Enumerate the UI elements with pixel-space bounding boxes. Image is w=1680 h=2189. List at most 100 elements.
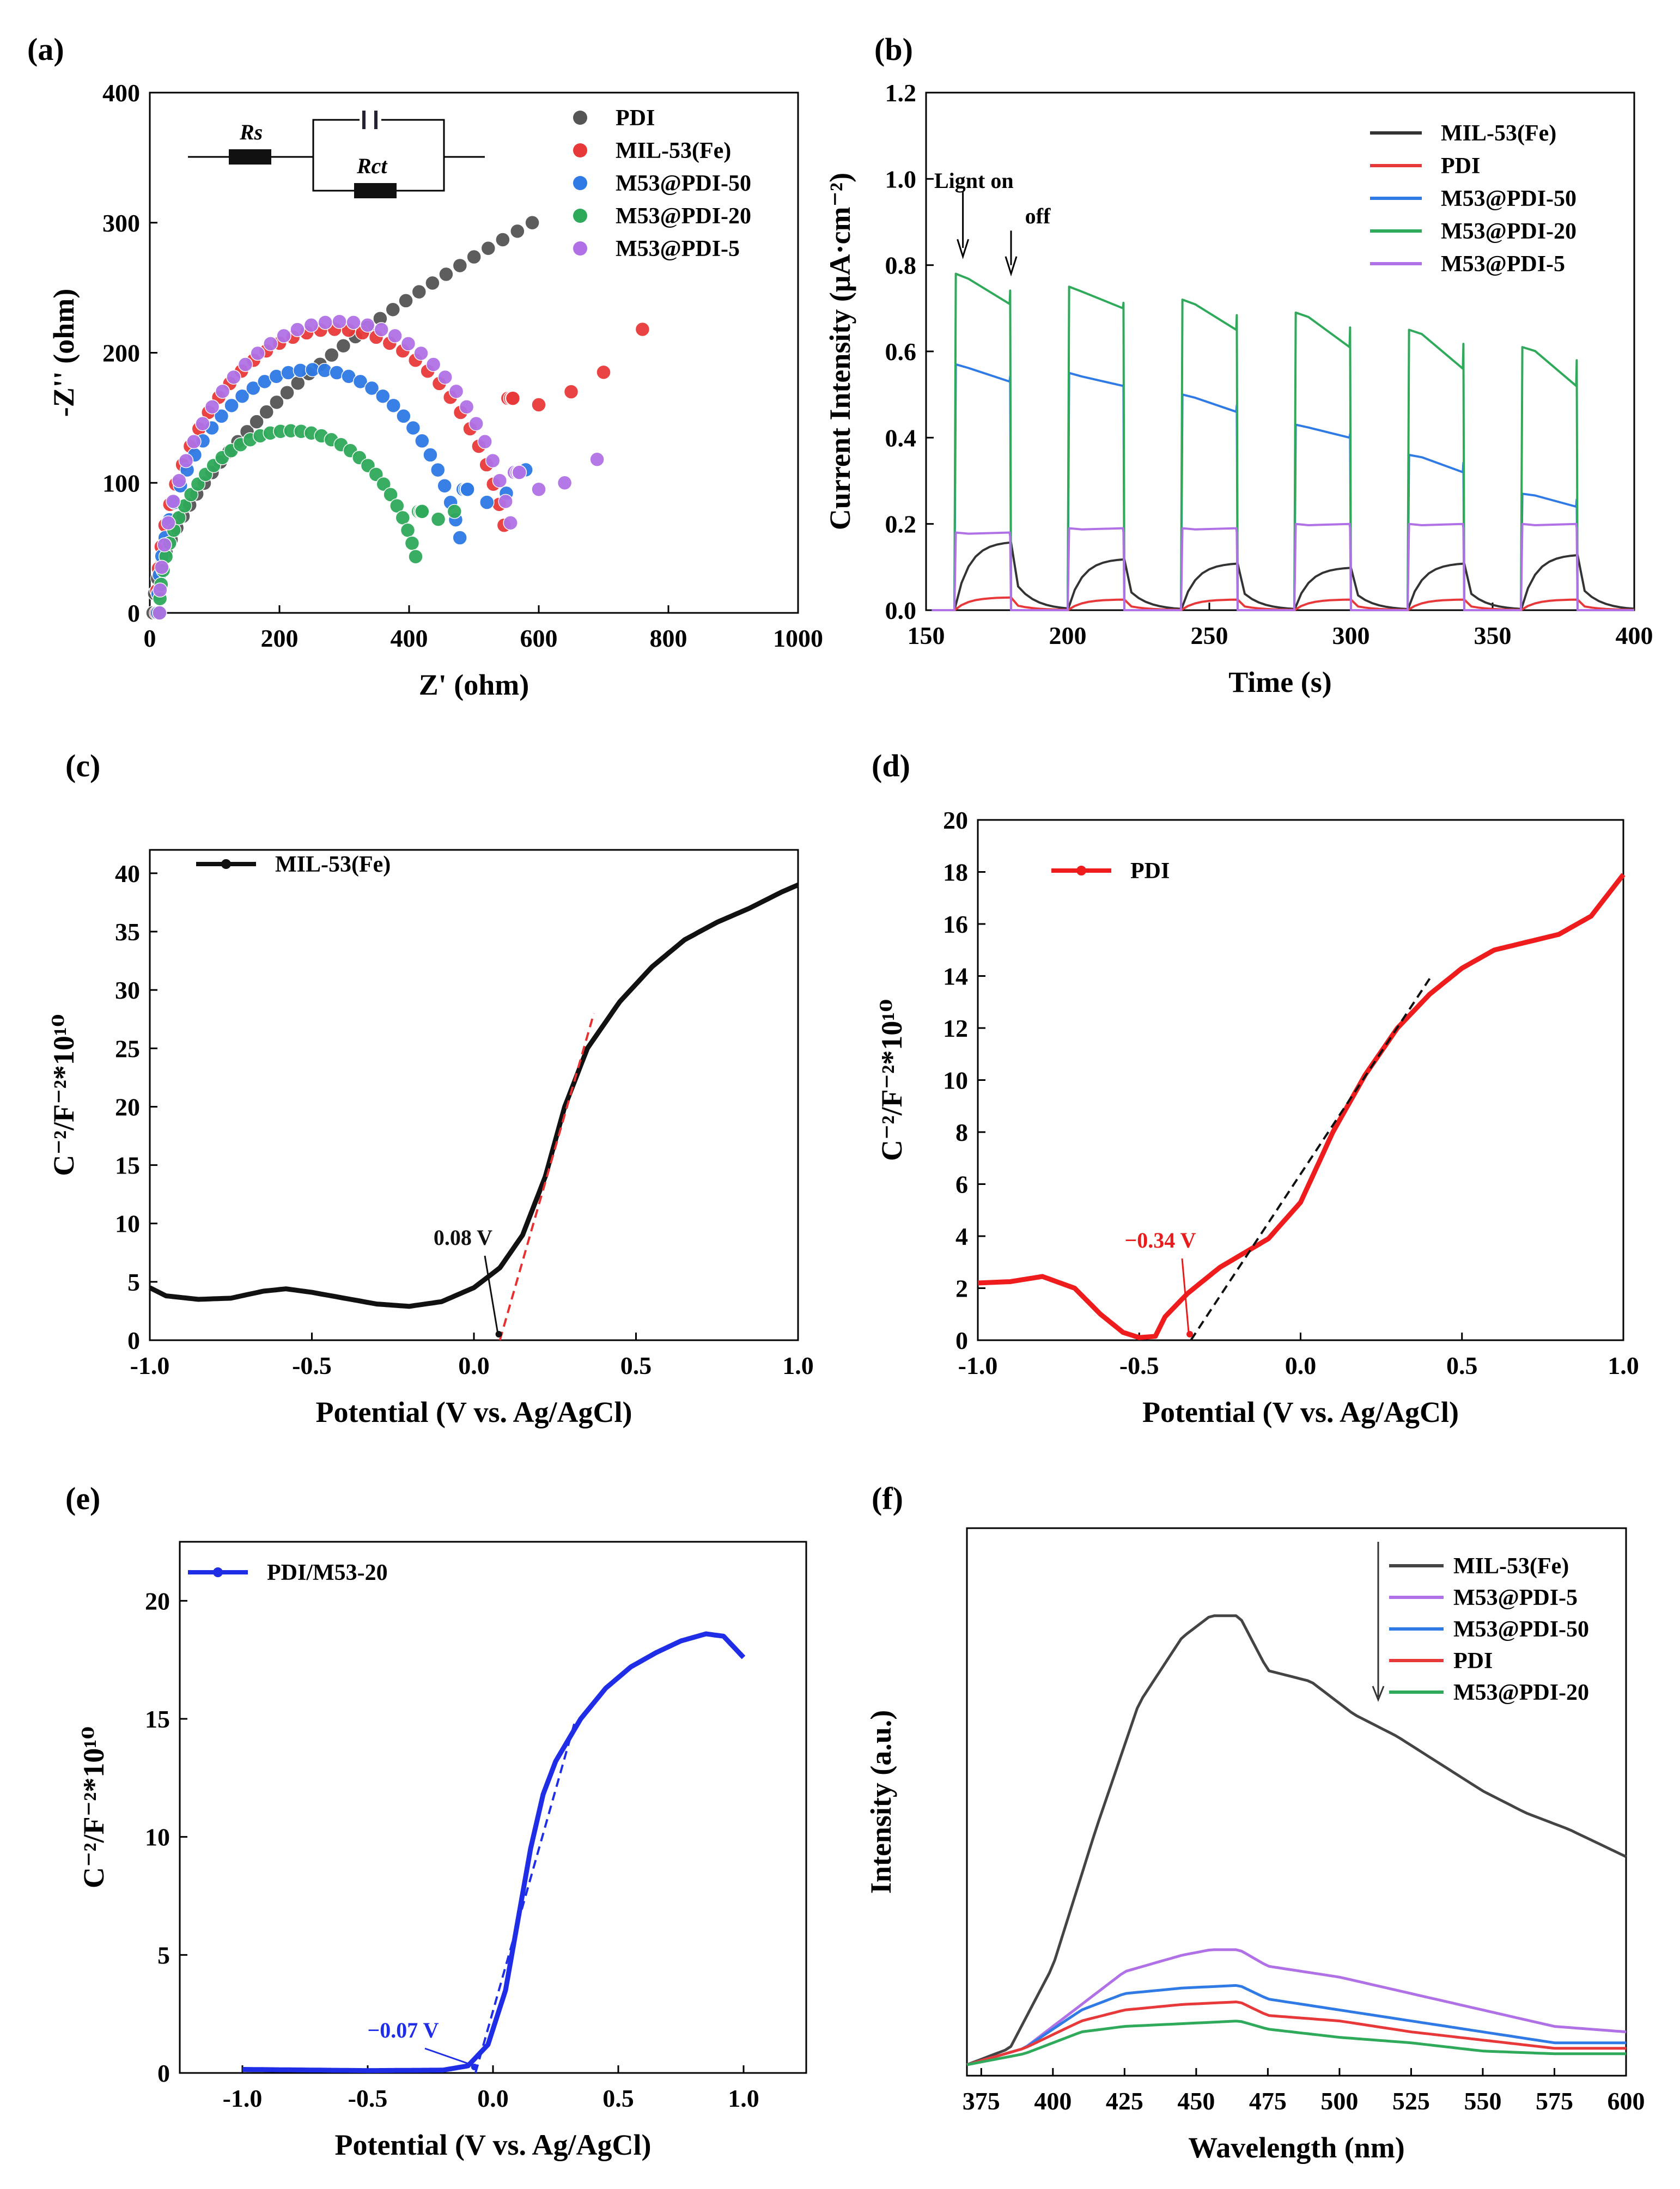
arrow-head — [957, 239, 970, 259]
x-axis-label: Wavelength (nm) — [1188, 2131, 1405, 2164]
data-point — [383, 487, 398, 502]
x-tick-label: -1.0 — [223, 2084, 263, 2112]
x-tick-label: -0.5 — [292, 1352, 332, 1379]
legend-label: MIL-53(Fe) — [1441, 121, 1556, 146]
panel-d: (d) -1.0 -0.5 0.0 0.5 1.0 0 2 4 6 8 10 12 14 16 18 20 Pot… — [872, 748, 1639, 1428]
data-point — [324, 347, 339, 363]
series-line — [932, 272, 1634, 611]
legend-label: PDI — [616, 106, 655, 131]
y-tick-label: 1.0 — [885, 165, 917, 193]
series-line — [932, 363, 1634, 611]
legend-label: MIL-53(Fe) — [616, 138, 731, 163]
legend-marker — [1076, 866, 1086, 875]
y-axis-label: C⁻²/F⁻²*10¹⁰ — [875, 999, 908, 1161]
data-point — [411, 284, 427, 300]
plot-frame — [977, 819, 1624, 1341]
annotation-arrow — [424, 2047, 474, 2066]
y-tick-label: 8 — [955, 1118, 968, 1146]
data-point — [183, 487, 199, 502]
data-point — [460, 482, 475, 497]
data-point — [336, 338, 351, 354]
legend-label: M53@PDI-20 — [1453, 1680, 1589, 1705]
resistor-rs — [229, 149, 271, 165]
data-point — [395, 510, 411, 526]
x-tick-label: -0.5 — [1119, 1352, 1159, 1379]
panel-label: (c) — [65, 748, 100, 783]
panel-label: (f) — [872, 1481, 903, 1516]
panel-label: (e) — [65, 1481, 100, 1516]
x-axis-label: Time (s) — [1228, 666, 1331, 698]
data-point — [195, 416, 210, 431]
y-tick-label: 20 — [115, 1093, 140, 1121]
intercept-label: 0.08 V — [434, 1225, 492, 1250]
legend-label: MIL-53(Fe) — [1453, 1554, 1569, 1579]
data-point — [525, 215, 540, 230]
data-point — [166, 494, 181, 509]
data-point — [503, 515, 518, 531]
data-point — [161, 515, 176, 531]
intercept-label: −0.07 V — [368, 2018, 439, 2042]
series-line — [932, 522, 1634, 611]
x-tick-label: 375 — [963, 2087, 1000, 2115]
x-tick-label: 475 — [1249, 2087, 1287, 2115]
data-point — [279, 385, 295, 400]
x-tick-label: 450 — [1177, 2087, 1215, 2115]
panel-e: (e) -1.0 -0.5 0.0 0.5 1.0 0 5 10 15 20 Potential (V… — [65, 1481, 807, 2161]
legend-marker — [573, 143, 587, 157]
data-point — [430, 462, 446, 478]
panel-c: (c) -1.0 -0.5 0.0 0.5 1.0 0 5 10 15 20 25 30 35 40 Pote… — [47, 748, 814, 1428]
data-point — [224, 398, 239, 414]
data-point — [376, 476, 391, 492]
data-point — [596, 364, 611, 380]
y-tick-label: 40 — [115, 860, 140, 887]
legend-label: M53@PDI-20 — [616, 204, 751, 229]
x-tick-label: 525 — [1392, 2087, 1430, 2115]
y-tick-label: 15 — [115, 1152, 140, 1179]
y-tick-label: 16 — [943, 910, 968, 938]
data-point — [423, 447, 438, 463]
legend-marker — [573, 111, 587, 125]
x-axis-label: Potential (V vs. Ag/AgCl) — [316, 1396, 632, 1428]
series-line — [242, 1631, 746, 2074]
resistor-rct — [354, 183, 397, 198]
plot-frame — [179, 1541, 807, 2074]
x-tick-label: 800 — [650, 624, 687, 652]
data-point — [452, 530, 467, 545]
data-point — [425, 275, 440, 291]
data-point — [215, 384, 230, 399]
data-point — [452, 258, 468, 273]
data-point — [495, 232, 510, 247]
x-tick-label: 425 — [1106, 2087, 1143, 2115]
x-tick-label: 1.0 — [782, 1352, 814, 1379]
data-point — [385, 302, 401, 318]
x-tick-label: 300 — [1332, 622, 1370, 649]
x-tick-label: 0.5 — [620, 1352, 652, 1379]
annotation-arrow — [1181, 1258, 1190, 1333]
data-point — [413, 345, 429, 361]
data-point — [437, 369, 453, 385]
data-point — [375, 388, 391, 404]
data-point — [318, 315, 333, 330]
rct-label: Rct — [356, 154, 388, 178]
data-point — [415, 504, 430, 519]
y-tick-label: 18 — [943, 859, 968, 886]
intercept-label: −0.34 V — [1125, 1228, 1196, 1252]
legend-label: PDI/M53-20 — [267, 1560, 388, 1585]
data-point — [415, 433, 430, 449]
legend-marker — [573, 241, 587, 256]
y-tick-label: 20 — [145, 1587, 170, 1615]
x-tick-label: 1000 — [773, 624, 823, 652]
data-point — [214, 409, 229, 424]
panel-f: (f) 375 400 425 450 475 500 525 550 575 600 Wavelen… — [865, 1481, 1645, 2164]
tangent-line — [498, 1013, 595, 1341]
data-point — [303, 318, 319, 333]
x-tick-label: 200 — [1049, 622, 1087, 649]
x-tick-label: 150 — [908, 622, 945, 649]
data-point — [439, 266, 454, 282]
x-tick-label: 0.5 — [1446, 1352, 1478, 1379]
legend-label: PDI — [1441, 154, 1480, 179]
data-point — [557, 475, 573, 490]
legend-marker — [573, 176, 587, 190]
legend-label: M53@PDI-20 — [1441, 219, 1576, 244]
legend-label: M53@PDI-50 — [616, 171, 751, 196]
